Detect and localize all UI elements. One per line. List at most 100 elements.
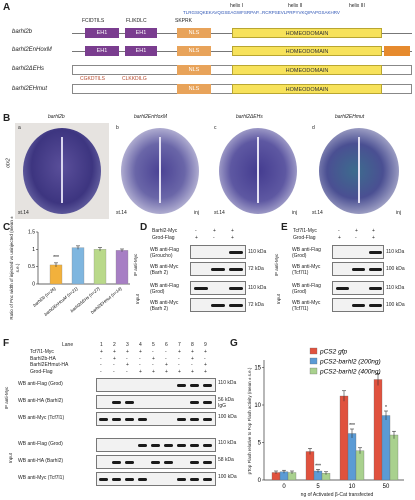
homeodomain: HOMEODOMAIN [232,65,382,75]
embryo-letter: d [312,125,315,131]
lane-number: 9 [204,342,207,348]
sign: + [152,355,155,362]
blot-band [177,418,186,421]
bar [389,434,399,481]
kda-label: 110 kDa [248,249,267,255]
embryo-letter: a [18,125,21,131]
sign: + [204,362,207,368]
embryo-inj: inj [396,210,402,216]
blot-band [177,478,186,481]
blot-label: WB anti-Myc (Barh 2) [150,264,179,276]
blot-label: WB anti-Myc (Tcf7l1) [292,264,321,276]
y-tick-label: 0.5 [28,264,35,270]
kda-label: 72 kDa [248,302,264,308]
bar [71,247,85,285]
lane-number: 7 [178,342,181,348]
blot-band [203,461,212,464]
blot-band [125,461,134,464]
homeodomain: HOMEODOMAIN [232,28,382,38]
sign: + [139,368,142,375]
kda-label: 100 kDa [386,302,405,308]
sign: + [191,368,194,375]
embryo-image-d [309,123,409,219]
sign: - [100,362,102,368]
sign: + [213,228,216,234]
eh1-domain: EH1 [125,46,157,56]
blot-label: WB anti-Flag (Grod) [292,247,321,259]
sign: - [152,362,154,368]
lane-number: 4 [139,342,142,348]
blot-label: WB anti-Myc (Tcf7l1) [18,475,65,481]
homeodomain: HOMEODOMAIN [232,46,382,56]
blot-band [125,401,134,404]
blot-band [138,444,147,447]
embryo-stage: st.14 [18,210,29,216]
row-name: Barhl2EHmut-HA [30,362,69,368]
embryo-image-c [211,123,305,219]
motif-skprk: SKPRK [175,18,192,24]
sign: - [178,362,180,368]
kda-label: 100 kDa [386,266,405,272]
nls-domain: NLS [177,65,211,75]
embryo-image-a [15,123,109,219]
helix-1-label: helix I [230,3,244,9]
embryo-title: barhl2EnHoxM [134,114,168,120]
blot-label: WB anti-HA (Barhl2) [18,398,64,404]
bar [93,249,107,285]
legend-swatch [309,367,318,375]
construct-name: barhl2ΔEHs [12,66,45,72]
construct-name: barhl2EnHoxM [12,47,52,53]
panel-d-label: D [140,222,148,233]
sign: - [126,355,128,362]
blot-label: WB anti-Myc (Barh 2) [150,300,179,312]
sign: - [139,355,141,362]
embryo-letter: c [214,125,217,131]
blot-label: WB anti-Flag (Grod) [18,441,63,447]
panel-b-label: B [3,113,11,124]
blot-box [190,245,246,259]
blot-band [99,418,108,421]
eh1-domain: EH1 [125,28,157,38]
kda-label: 100 kDa [218,474,237,480]
sign: - [100,368,102,375]
blot-label: WB anti-Flag (Grod) [150,283,179,295]
blot-band [190,384,199,387]
significance-stars: *** [315,464,321,470]
sign: - [139,362,141,368]
blot-band [125,478,134,481]
nls-domain: NLS [177,84,211,94]
panel-f-label: F [3,338,10,349]
lane-number: 8 [191,342,194,348]
significance-stars: *** [53,255,59,261]
embryo-inj: inj [194,210,200,216]
panel-a-label: A [3,2,11,13]
construct-name: barhl2EHmut [12,86,48,92]
blot-box [96,438,216,452]
sign: - [213,235,215,241]
y-tick-label: 15 [254,366,261,372]
blot-band [112,418,121,421]
nls-domain: NLS [177,28,211,38]
blot-band [112,401,121,404]
sign: - [195,228,197,234]
motif-flikdlc: FLIKDLC [126,18,147,24]
sign: - [113,362,115,368]
bar [355,450,365,481]
embryo-inj: inj [292,210,298,216]
lane-number: 3 [126,342,129,348]
legend-swatch [309,347,318,355]
sign: + [139,349,142,355]
sign: - [178,355,180,362]
side-ip-label: IP anti-Myc [4,386,10,410]
kda-label: 58 kDa [218,457,234,463]
kda-label: 110 kDa [386,249,405,255]
significance-stars: *** [349,423,355,429]
blot-band [190,461,199,464]
x-tick-label: 0 [282,484,286,490]
side-ip-label: IP anti-Myc [133,253,139,277]
sign: + [191,349,194,355]
lane-number: 6 [165,342,168,348]
x-tick-label: 50 [383,484,390,490]
